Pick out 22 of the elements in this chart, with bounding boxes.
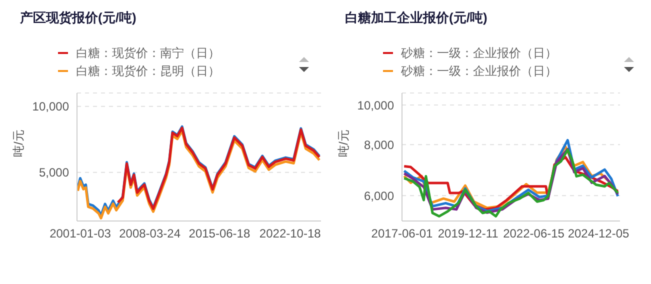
legend-label: 白糖：现货价：昆明（日） (76, 63, 220, 80)
legend-label: 白糖：现货价：南宁（日） (76, 45, 220, 62)
x-tick-label: 2024-12-05 (568, 226, 630, 241)
chart-title: 产区现货报价(元/吨) (20, 9, 136, 27)
y-tick-label: 10,000 (32, 100, 70, 114)
y-tick-label: 6,000 (364, 188, 394, 203)
y-tick-label: 8,000 (364, 138, 394, 152)
line-series (116, 126, 321, 210)
y-tick-label: 10,000 (357, 98, 394, 112)
x-tick-label: 2015-06-18 (188, 226, 250, 241)
legend-label: 砂糖：一级：企业报价（日） (401, 63, 557, 80)
x-tick-label: 2017-06-01 (371, 226, 434, 241)
y-tick-label: 5,000 (38, 166, 70, 180)
x-tick-label: 2022-10-18 (259, 226, 322, 241)
x-tick-label: 2008-03-24 (119, 226, 181, 241)
y-axis-title: 吨/元 (336, 130, 350, 157)
chart-title: 白糖加工企业报价(元/吨) (345, 9, 488, 27)
legend-label: 砂糖：一级：企业报价（日） (401, 45, 557, 62)
x-tick-label: 2001-01-03 (50, 226, 112, 241)
x-tick-label: 2019-12-11 (438, 226, 499, 241)
y-axis-title: 吨/元 (11, 130, 26, 157)
x-tick-label: 2022-06-15 (503, 226, 565, 241)
